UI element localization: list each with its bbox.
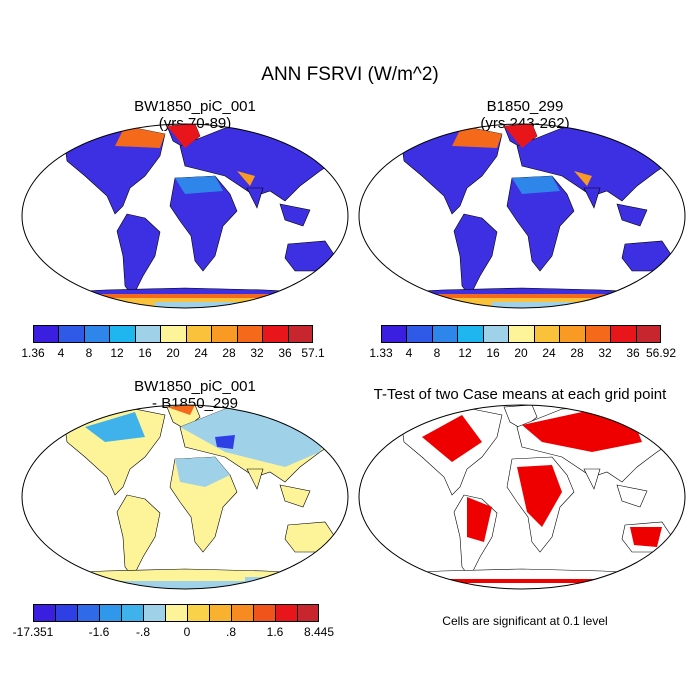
panel2-title: B1850_299 (yrs 243-262) [370,98,680,132]
panel2-colorbar-label: 36 [626,346,640,360]
panel2-colorbar-box [431,325,458,343]
panel2-colorbar-label: 32 [598,346,612,360]
panel2-title-line2: (yrs 243-262) [480,115,570,132]
diff-colorbar-box [55,604,77,622]
panel2-colorbar-label: 16 [486,346,500,360]
panel1-colorbar-box [109,325,135,343]
map-panel3 [24,405,346,589]
significance-note: Cells are significant at 0.1 level [442,614,608,628]
diff-colorbar-box [77,604,99,622]
panel1-colorbar-box [33,325,59,343]
diff-colorbar-box [275,604,297,622]
panel2-colorbar-box [584,325,611,343]
diff-colorbar-label: -1.6 [88,625,110,639]
diff-colorbar-label: 0 [183,625,191,639]
panel2-map-border [358,123,686,309]
diff-colorbar-box [209,604,231,622]
panel2-colorbar-label: 56.92 [645,346,677,360]
panel1-colorbar-label: 4 [57,346,65,360]
panel1-colorbar [33,325,313,343]
panel1-colorbar-label: 16 [138,346,152,360]
panel1-colorbar-box [83,325,110,343]
panel1-colorbar-label: 20 [166,346,180,360]
panel1-colorbar-label: 32 [250,346,264,360]
panel1-colorbar-label: 12 [110,346,124,360]
diff-colorbar-box [253,604,275,622]
panel1-map-border [21,123,349,309]
panel2-colorbar-label: 12 [458,346,472,360]
panel2-colorbar-label: 24 [542,346,556,360]
panel1-colorbar-box [262,325,288,343]
panel1-colorbar-box [287,325,313,343]
diff-colorbar-box [297,604,319,622]
panel2-colorbar-label: 8 [433,346,441,360]
diff-colorbar-box [99,604,121,622]
panel1-colorbar-label: 8 [85,346,93,360]
panel2-colorbar-label: 20 [514,346,528,360]
diff-colorbar-label: -.8 [135,625,151,639]
panel1-colorbar-box [211,325,237,343]
panel2-colorbar [381,325,661,343]
diff-colorbar-label: 1.6 [266,625,284,639]
diff-colorbar-label: 8.445 [303,625,335,639]
diff-colorbar-box [121,604,143,622]
diff-colorbar-box [165,604,187,622]
diff-colorbar [33,604,319,622]
panel2-colorbar-box [457,325,483,343]
panel1-colorbar-label: 24 [194,346,208,360]
figure-title: ANN FSRVI (W/m^2) [261,64,439,85]
map-panel1 [24,124,346,308]
panel2-colorbar-box [482,325,509,343]
panel2-colorbar-box [635,325,661,343]
diff-colorbar-box [33,604,55,622]
panel1-colorbar-box [134,325,161,343]
panel2-colorbar-box [559,325,585,343]
map-panel2 [361,124,683,308]
panel1-colorbar-label: 1.36 [21,346,45,360]
panel3-title-line1: BW1850_piC_001 [134,378,256,395]
panel1-title-line1: BW1850_piC_001 [134,98,256,115]
panel1-colorbar-box [236,325,263,343]
panel1-colorbar-label: 36 [278,346,292,360]
diff-colorbar-label: -17.351 [12,625,54,639]
panel2-colorbar-box [406,325,432,343]
panel2-title-line1: B1850_299 [486,98,564,115]
panel2-colorbar-label: 1.33 [369,346,393,360]
diff-colorbar-label: .8 [225,625,237,639]
diff-colorbar-box [143,604,165,622]
diff-colorbar-box [187,604,209,622]
diff-colorbar-box [231,604,253,622]
panel1-colorbar-box [160,325,186,343]
panel1-colorbar-label: 57.1 [301,346,325,360]
panel2-colorbar-box [381,325,407,343]
panel2-colorbar-box [533,325,560,343]
panel2-colorbar-label: 4 [405,346,413,360]
panel4-title-line1: T-Test of two Case means at each grid po… [373,386,667,403]
panel2-colorbar-box [508,325,534,343]
panel3-map-border [21,404,349,590]
panel4-title: T-Test of two Case means at each grid po… [340,386,700,403]
panel2-colorbar-label: 28 [570,346,584,360]
panel2-colorbar-box [610,325,636,343]
panel1-colorbar-box [185,325,212,343]
map-panel4 [361,405,683,589]
panel1-colorbar-box [58,325,84,343]
panel4-map-border [358,404,686,590]
panel1-colorbar-label: 28 [222,346,236,360]
